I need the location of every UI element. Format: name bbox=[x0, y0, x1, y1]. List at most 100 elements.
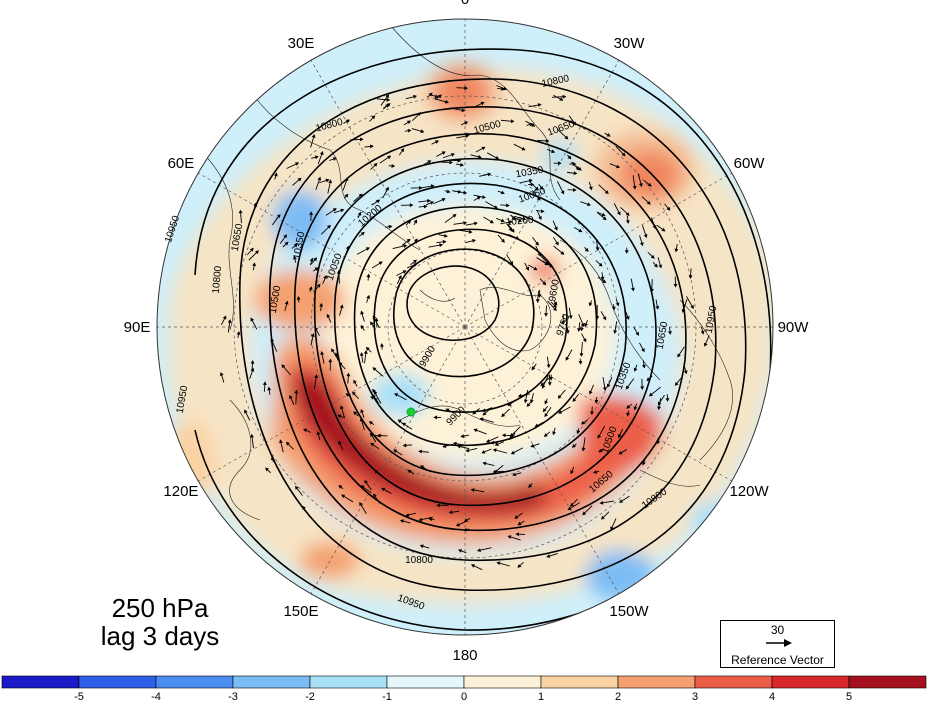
wind-vector-head bbox=[625, 385, 630, 390]
wind-vector-head bbox=[537, 294, 542, 298]
wind-vector-head bbox=[388, 224, 393, 229]
coastlines bbox=[199, 24, 733, 521]
wind-vector-head bbox=[482, 195, 486, 199]
colorbar-swatch bbox=[694, 675, 773, 689]
wind-vector-head bbox=[602, 216, 607, 221]
colorbar-tick-label: -1 bbox=[382, 691, 392, 702]
wind-vector-head bbox=[535, 241, 539, 246]
colorbar-swatch bbox=[617, 675, 696, 689]
wind-vector-head bbox=[595, 316, 600, 320]
wind-vector-head bbox=[319, 302, 324, 307]
wind-vector-head bbox=[331, 348, 335, 353]
wind-vector-head bbox=[341, 494, 346, 499]
wind-vector-head bbox=[365, 247, 370, 251]
colorbar-swatch bbox=[848, 675, 927, 689]
contour-label: 10800 bbox=[211, 265, 224, 294]
wind-vector-head bbox=[250, 317, 255, 322]
wind-vector-head bbox=[580, 322, 585, 328]
wind-vector-head bbox=[661, 227, 666, 232]
wind-vector-head bbox=[284, 300, 289, 305]
wind-vector-head bbox=[509, 261, 514, 266]
wind-vector-head bbox=[649, 392, 654, 397]
wind-vector-head bbox=[481, 146, 486, 151]
wind-vector-head bbox=[295, 485, 299, 490]
wind-vector-head bbox=[309, 257, 314, 262]
wind-vector-head bbox=[602, 387, 607, 391]
wind-vector-head bbox=[255, 250, 259, 255]
wind-vector-head bbox=[409, 203, 414, 208]
wind-vector-head bbox=[420, 465, 425, 469]
reference-vector-box: 30 Reference Vector bbox=[720, 620, 835, 668]
wind-vector-head bbox=[340, 208, 345, 213]
wind-vector-head bbox=[413, 219, 418, 224]
wind-vector-head bbox=[492, 448, 497, 453]
wind-vector-head bbox=[446, 189, 451, 194]
wind-vector-head bbox=[370, 432, 374, 437]
wind-vector-head bbox=[617, 211, 621, 216]
wind-vector-head bbox=[649, 288, 654, 293]
wind-vector-head bbox=[677, 353, 681, 358]
wind-vector-head bbox=[584, 322, 588, 327]
wind-vector-head bbox=[413, 94, 417, 99]
wind-vector-head bbox=[572, 397, 577, 402]
wind-vector-head bbox=[477, 154, 482, 159]
title-level: 250 hPa bbox=[111, 593, 209, 623]
wind-vector-head bbox=[496, 561, 501, 566]
wind-vector-head bbox=[562, 94, 567, 99]
wind-vector-head bbox=[577, 328, 581, 332]
wind-vector-head bbox=[502, 86, 508, 91]
wind-vector-head bbox=[370, 321, 374, 326]
longitude-label: 150W bbox=[609, 603, 649, 620]
wind-vector-head bbox=[606, 383, 611, 388]
wind-vector-head bbox=[407, 220, 412, 224]
contour-label: 10350 bbox=[515, 165, 545, 181]
wind-vector-head bbox=[285, 441, 290, 446]
wind-vector-head bbox=[582, 511, 587, 516]
wind-vector-head bbox=[641, 348, 645, 353]
wind-vector-head bbox=[338, 440, 342, 445]
wind-vector-head bbox=[703, 342, 708, 347]
wind-vector-head bbox=[561, 321, 566, 325]
wind-vector-head bbox=[539, 185, 544, 190]
wind-vector-head bbox=[681, 308, 686, 313]
wind-vector-head bbox=[418, 517, 423, 522]
wind-vector-head bbox=[523, 399, 528, 404]
wind-vector-head bbox=[525, 266, 529, 271]
wind-vector-head bbox=[546, 364, 551, 369]
wind-vector-head bbox=[579, 327, 584, 332]
colorbar-tick-label: -3 bbox=[228, 691, 238, 702]
wind-vector-head bbox=[407, 469, 412, 474]
wind-vector-head bbox=[253, 202, 258, 207]
wind-vector-head bbox=[578, 360, 583, 365]
wind-vector-head bbox=[323, 275, 327, 280]
wind-vector-head bbox=[666, 206, 671, 211]
wind-vector-head bbox=[538, 215, 542, 221]
wind-vector-head bbox=[541, 384, 546, 389]
wind-vector-head bbox=[625, 212, 630, 216]
wind-vector-head bbox=[506, 203, 510, 208]
wind-vector-head bbox=[370, 442, 375, 447]
colorbar-tick-label: -4 bbox=[151, 691, 161, 702]
colorbar-tick-label: 1 bbox=[538, 691, 544, 702]
wind-vector-head bbox=[360, 310, 365, 315]
wind-vector-head bbox=[481, 450, 486, 454]
wind-vector-head bbox=[586, 202, 591, 207]
wind-vector-head bbox=[588, 186, 593, 191]
wind-vector-head bbox=[244, 409, 248, 414]
colorbar-tick-label: 0 bbox=[461, 691, 467, 702]
wind-vector-head bbox=[547, 382, 552, 386]
wind-vector-head bbox=[311, 134, 316, 139]
wind-vector-head bbox=[480, 101, 485, 106]
wind-vector-head bbox=[313, 257, 318, 262]
wind-vector-head bbox=[381, 487, 386, 492]
reference-arrow-icon bbox=[766, 639, 792, 647]
wind-vector-head bbox=[417, 112, 422, 117]
wind-vector-head bbox=[537, 103, 542, 107]
wind-vector-head bbox=[360, 324, 365, 329]
wind-vector-head bbox=[494, 442, 499, 446]
wind-vector-head bbox=[339, 405, 344, 410]
wind-vector-head bbox=[339, 304, 344, 309]
wind-vector-head bbox=[332, 157, 337, 161]
wind-vector-head bbox=[219, 371, 224, 376]
